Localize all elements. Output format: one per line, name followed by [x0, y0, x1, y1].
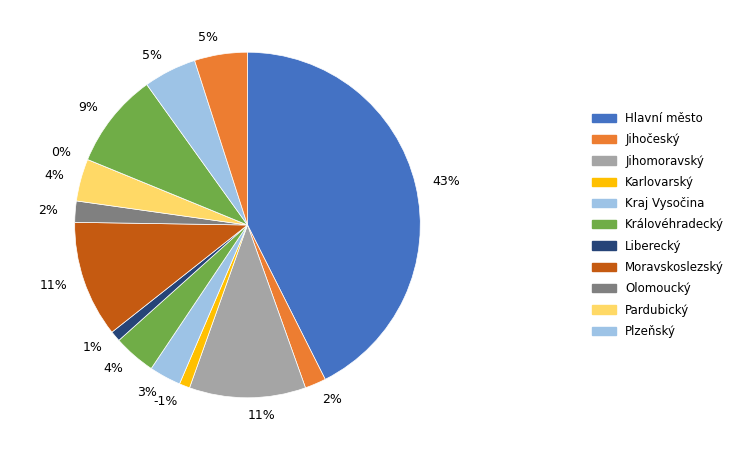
Wedge shape [88, 159, 248, 225]
Wedge shape [152, 225, 248, 384]
Text: 11%: 11% [40, 279, 68, 292]
Wedge shape [88, 85, 248, 225]
Wedge shape [112, 225, 248, 340]
Text: 11%: 11% [248, 409, 275, 422]
Wedge shape [147, 60, 248, 225]
Text: 5%: 5% [198, 31, 218, 44]
Text: -1%: -1% [154, 396, 178, 409]
Text: 9%: 9% [79, 101, 98, 114]
Text: 4%: 4% [44, 169, 64, 182]
Text: 2%: 2% [38, 204, 58, 217]
Text: 5%: 5% [142, 49, 162, 62]
Text: 2%: 2% [322, 393, 342, 406]
Wedge shape [76, 159, 248, 225]
Legend: Hlavní město, Jihočeský, Jihomoravský, Karlovarský, Kraj Vysočina, Královéhradec: Hlavní město, Jihočeský, Jihomoravský, K… [587, 108, 729, 342]
Text: 3%: 3% [137, 386, 157, 399]
Wedge shape [179, 225, 248, 388]
Wedge shape [118, 225, 248, 369]
Text: 0%: 0% [52, 146, 71, 159]
Wedge shape [75, 222, 248, 332]
Text: 43%: 43% [433, 175, 460, 188]
Text: 4%: 4% [103, 362, 123, 375]
Wedge shape [248, 52, 420, 379]
Wedge shape [190, 225, 305, 398]
Wedge shape [75, 201, 248, 225]
Wedge shape [194, 52, 248, 225]
Wedge shape [248, 225, 326, 388]
Text: 1%: 1% [82, 341, 102, 354]
